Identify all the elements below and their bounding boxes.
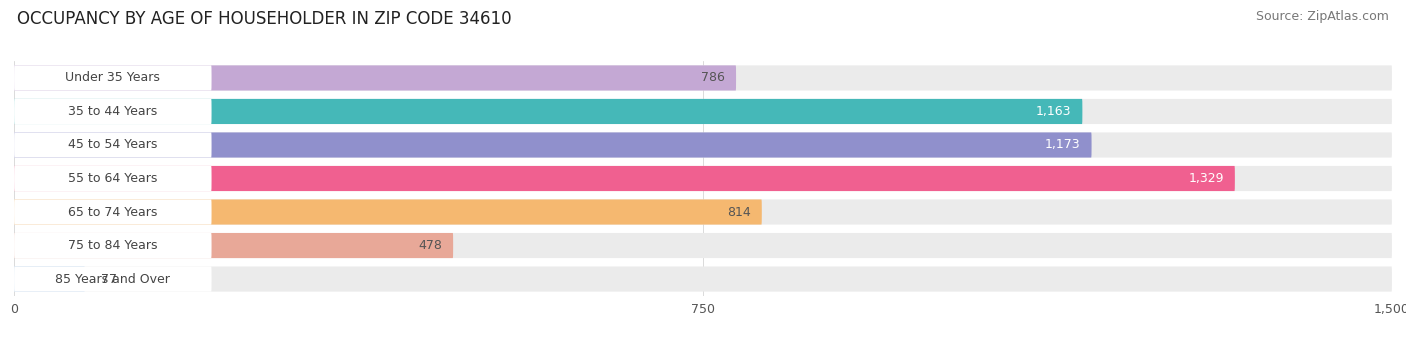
FancyBboxPatch shape xyxy=(14,132,211,157)
Text: 85 Years and Over: 85 Years and Over xyxy=(55,273,170,286)
FancyBboxPatch shape xyxy=(14,200,762,225)
Text: Source: ZipAtlas.com: Source: ZipAtlas.com xyxy=(1256,10,1389,23)
FancyBboxPatch shape xyxy=(14,267,1392,292)
FancyBboxPatch shape xyxy=(14,132,1091,157)
Text: 35 to 44 Years: 35 to 44 Years xyxy=(67,105,157,118)
FancyBboxPatch shape xyxy=(14,267,84,292)
FancyBboxPatch shape xyxy=(14,267,211,292)
Text: 55 to 64 Years: 55 to 64 Years xyxy=(67,172,157,185)
Text: 1,329: 1,329 xyxy=(1188,172,1223,185)
FancyBboxPatch shape xyxy=(14,233,453,258)
Text: 65 to 74 Years: 65 to 74 Years xyxy=(67,205,157,219)
Text: 45 to 54 Years: 45 to 54 Years xyxy=(67,138,157,152)
FancyBboxPatch shape xyxy=(14,132,1392,157)
FancyBboxPatch shape xyxy=(14,65,1392,90)
Text: OCCUPANCY BY AGE OF HOUSEHOLDER IN ZIP CODE 34610: OCCUPANCY BY AGE OF HOUSEHOLDER IN ZIP C… xyxy=(17,10,512,28)
FancyBboxPatch shape xyxy=(14,233,1392,258)
Text: Under 35 Years: Under 35 Years xyxy=(65,71,160,84)
FancyBboxPatch shape xyxy=(14,65,211,90)
Text: 77: 77 xyxy=(101,273,117,286)
FancyBboxPatch shape xyxy=(14,166,1234,191)
FancyBboxPatch shape xyxy=(14,166,1392,191)
FancyBboxPatch shape xyxy=(14,99,211,124)
FancyBboxPatch shape xyxy=(14,99,1392,124)
FancyBboxPatch shape xyxy=(14,200,1392,225)
Text: 814: 814 xyxy=(727,205,751,219)
FancyBboxPatch shape xyxy=(14,233,211,258)
FancyBboxPatch shape xyxy=(14,99,1083,124)
FancyBboxPatch shape xyxy=(14,200,211,225)
Text: 478: 478 xyxy=(418,239,441,252)
FancyBboxPatch shape xyxy=(14,65,737,90)
FancyBboxPatch shape xyxy=(14,166,211,191)
Text: 1,163: 1,163 xyxy=(1036,105,1071,118)
Text: 786: 786 xyxy=(702,71,725,84)
Text: 1,173: 1,173 xyxy=(1045,138,1081,152)
Text: 75 to 84 Years: 75 to 84 Years xyxy=(67,239,157,252)
